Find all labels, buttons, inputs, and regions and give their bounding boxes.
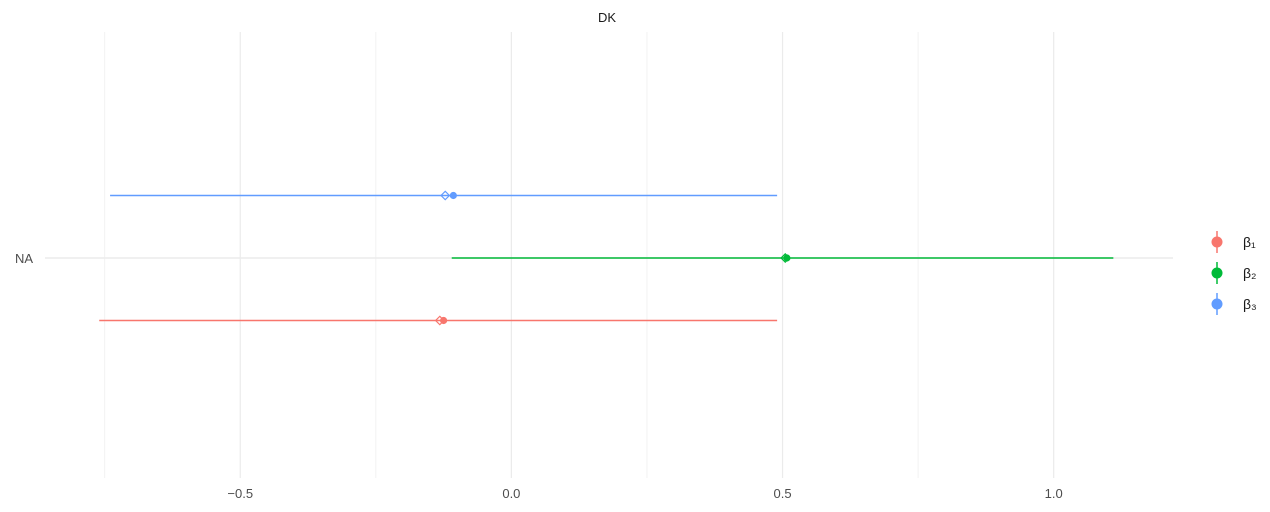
legend-key-dot [1211, 298, 1223, 310]
diamond-marker [780, 252, 791, 264]
diamond-marker [434, 315, 445, 326]
legend-key-dot [1211, 236, 1223, 248]
legend-item-2: β₂ [1211, 262, 1257, 284]
series-3 [110, 190, 778, 201]
chart-title: DK [598, 10, 616, 25]
x-tick-label: 0.0 [502, 486, 520, 501]
legend-key-dot [1211, 267, 1223, 279]
x-tick-label: 0.5 [773, 486, 791, 501]
series-1 [99, 315, 778, 326]
grid [45, 32, 1173, 478]
x-tick-label: −0.5 [227, 486, 253, 501]
x-tick-label: 1.0 [1045, 486, 1063, 501]
estimate-point [449, 191, 457, 200]
legend-item-1: β₁ [1211, 231, 1256, 253]
legend: β₁ β₂ β₃ [1211, 231, 1257, 315]
diamond-marker [440, 190, 451, 201]
estimate-point [783, 254, 791, 262]
legend-label: β₃ [1243, 296, 1257, 312]
series-2 [451, 252, 1114, 264]
x-axis-ticks: −0.5 0.0 0.5 1.0 [227, 486, 1062, 501]
legend-label: β₁ [1243, 234, 1256, 250]
series-group [99, 190, 1114, 326]
legend-label: β₂ [1243, 265, 1257, 281]
y-tick-label-na: NA [15, 251, 33, 266]
legend-item-3: β₃ [1211, 293, 1257, 315]
